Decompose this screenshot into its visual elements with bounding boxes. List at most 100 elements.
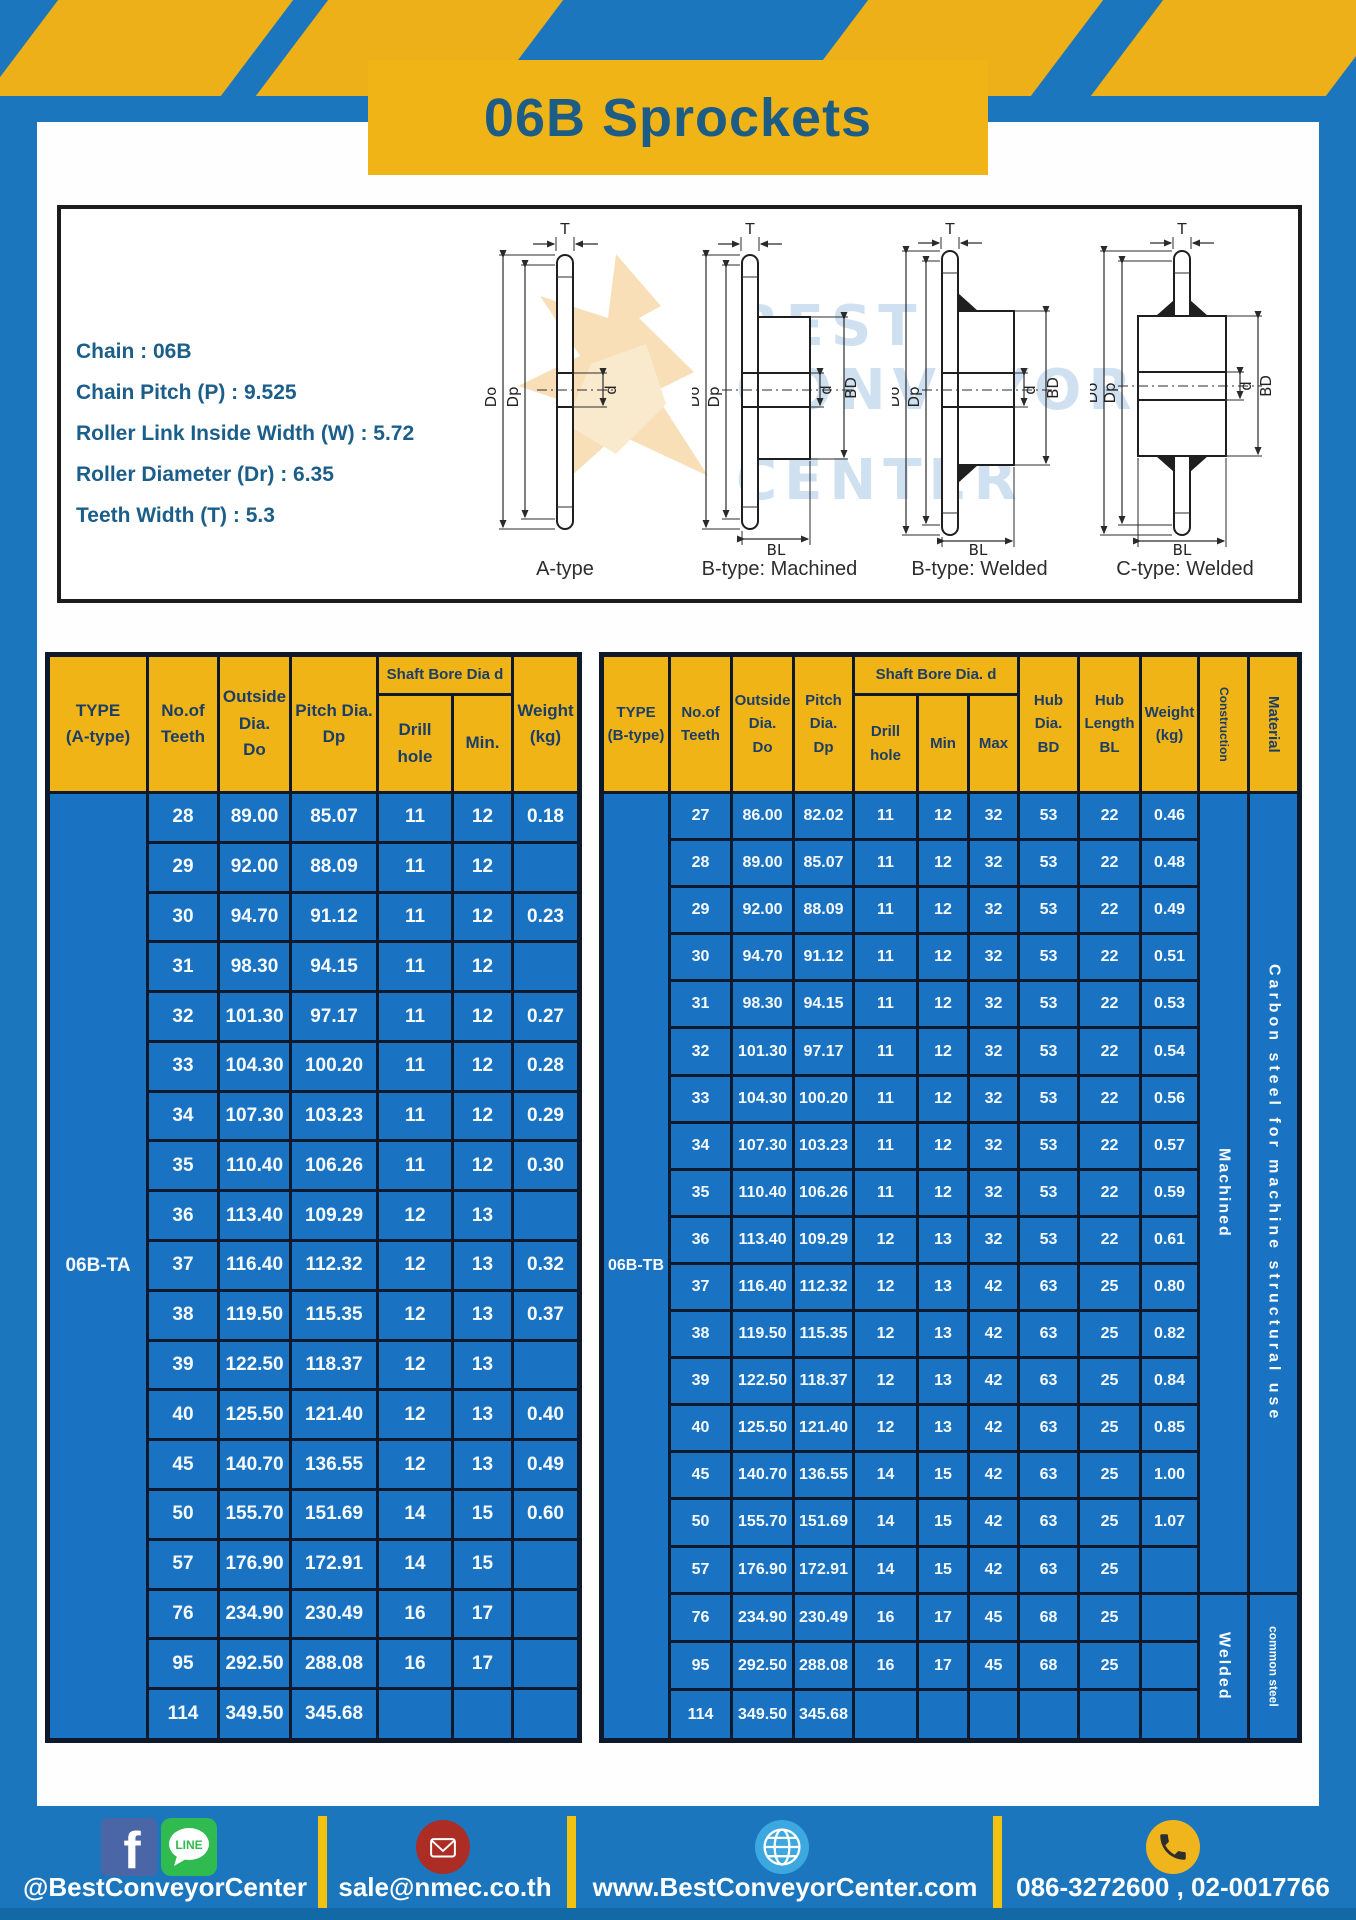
table-cell: 25 <box>1077 1261 1143 1313</box>
svg-text:T: T <box>1176 221 1187 238</box>
table-cell <box>1139 1544 1201 1595</box>
svg-text:BL: BL <box>767 541 786 556</box>
table-cell: 0.61 <box>1139 1214 1201 1265</box>
table-cell: 53 <box>1017 1120 1081 1171</box>
col-header-shaft-bore: Shaft Bore Dia. d <box>851 653 1021 696</box>
table-cell <box>511 840 581 894</box>
svg-text:Dp: Dp <box>705 386 723 407</box>
col-header-type: TYPE (B-type) <box>600 653 671 794</box>
svg-text:T: T <box>944 221 955 238</box>
table-cell: 14 <box>852 1450 919 1501</box>
table-row: 50 155.70 151.69 14 15 0.60 <box>48 1487 581 1541</box>
table-cell: 118.37 <box>289 1338 379 1392</box>
table-cell <box>1139 1591 1201 1644</box>
table-row: 45 140.70 136.55 14 15 42 63 25 1.00 <box>602 1450 1300 1501</box>
table-cell: 12 <box>852 1356 919 1407</box>
table-cell: 0.30 <box>511 1139 581 1193</box>
table-cell: 30 <box>146 890 220 944</box>
table-cell: 155.70 <box>217 1487 292 1541</box>
table-cell: 30 <box>668 932 733 983</box>
table-cell: 76 <box>668 1591 733 1644</box>
table-cell: 53 <box>1017 1073 1081 1124</box>
table-cell: 25 <box>1077 1591 1143 1644</box>
table-cell <box>1139 1640 1201 1692</box>
table-cell: 57 <box>146 1537 220 1591</box>
table-row: 45 140.70 136.55 12 13 0.49 <box>48 1438 581 1491</box>
svg-text:Dp: Dp <box>504 386 522 407</box>
table-cell: 0.27 <box>511 990 581 1043</box>
table-cell: 114 <box>146 1687 220 1742</box>
table-cell: 11 <box>376 840 454 894</box>
table-cell: 45 <box>146 1438 220 1491</box>
c-type-welded-label: C-type: Welded <box>1116 558 1254 580</box>
table-cell: 122.50 <box>217 1338 292 1392</box>
table-cell: 37 <box>668 1261 733 1313</box>
table-cell: 32 <box>966 1073 1021 1124</box>
table-cell: 32 <box>966 979 1021 1030</box>
table-cell: 176.90 <box>730 1544 795 1595</box>
spec-line: Roller Diameter (Dr) : 6.35 <box>76 463 334 486</box>
table-cell: 53 <box>1017 1167 1081 1218</box>
col-header-pitch-dia: Pitch Dia. Dp <box>289 653 379 794</box>
col-header-max: Max <box>966 693 1021 794</box>
table-cell: 109.29 <box>792 1214 855 1265</box>
table-cell: 116.40 <box>730 1261 795 1313</box>
table-cell: 12 <box>451 1139 514 1193</box>
table-cell: 15 <box>916 1544 970 1595</box>
table-cell: 88.09 <box>289 840 379 894</box>
table-cell: 103.23 <box>289 1089 379 1143</box>
table-cell: 113.40 <box>730 1214 795 1265</box>
table-cell: 119.50 <box>217 1288 292 1342</box>
table-cell: 109.29 <box>289 1189 379 1243</box>
svg-text:Do: Do <box>692 387 703 408</box>
table-cell: 100.20 <box>792 1073 855 1124</box>
svg-text:Dp: Dp <box>1101 382 1119 403</box>
table-cell: 11 <box>852 1073 919 1124</box>
table-cell: 32 <box>966 1120 1021 1171</box>
table-row: 50 155.70 151.69 14 15 42 63 25 1.07 <box>602 1497 1300 1548</box>
table-cell: 12 <box>451 1089 514 1143</box>
b-type-table-body: 06B-TB 27 86.00 82.02 11 12 32 53 22 0.46 Machined… <box>600 790 1302 1743</box>
table-cell: 22 <box>1077 790 1143 842</box>
table-row: 114 349.50 345.68 <box>48 1687 581 1742</box>
table-cell: 94.15 <box>289 940 379 994</box>
table-cell: 85.07 <box>792 838 855 889</box>
table-cell: 53 <box>1017 1214 1081 1265</box>
table-cell: 25 <box>1077 1497 1143 1548</box>
table-cell <box>451 1687 514 1742</box>
table-row: 30 94.70 91.12 11 12 0.23 <box>48 890 581 944</box>
col-header-hub-dia: Hub Dia. BD <box>1017 653 1081 794</box>
table-cell <box>1139 1688 1201 1742</box>
table-cell: 36 <box>146 1189 220 1243</box>
col-header-min: Min. <box>451 693 514 794</box>
table-cell: 42 <box>966 1497 1021 1548</box>
table-row: 38 119.50 115.35 12 13 0.37 <box>48 1288 581 1342</box>
table-cell: 140.70 <box>217 1438 292 1491</box>
svg-text:T: T <box>559 221 570 238</box>
table-cell: 32 <box>966 790 1021 842</box>
page-title: 06B Sprockets <box>483 87 873 148</box>
table-cell <box>511 1637 581 1691</box>
table-cell: 0.46 <box>1139 790 1201 842</box>
table-cell: 106.26 <box>792 1167 855 1218</box>
table-cell: 17 <box>916 1640 970 1692</box>
table-cell: 230.49 <box>792 1591 855 1644</box>
table-cell: 40 <box>668 1403 733 1454</box>
table-cell: 0.32 <box>511 1239 581 1292</box>
table-cell: 12 <box>916 1026 970 1077</box>
spec-line: Chain Pitch (P) : 9.525 <box>76 381 297 404</box>
facebook-icon: f <box>101 1818 157 1876</box>
email-address: sale@nmec.co.th <box>338 1872 552 1902</box>
table-cell: 12 <box>916 885 970 936</box>
table-cell: 35 <box>668 1167 733 1218</box>
col-header-weight: Weight (kg) <box>511 653 581 794</box>
table-cell: 103.23 <box>792 1120 855 1171</box>
table-cell: 39 <box>146 1338 220 1392</box>
col-header-drill-hole: Drill hole <box>376 693 454 794</box>
table-cell <box>511 940 581 994</box>
table-cell: 82.02 <box>792 790 855 842</box>
table-cell: 12 <box>916 1120 970 1171</box>
table-cell: 98.30 <box>730 979 795 1030</box>
col-header-hub-length: Hub Length BL <box>1077 653 1143 794</box>
col-header-construction: Construction <box>1197 653 1251 794</box>
